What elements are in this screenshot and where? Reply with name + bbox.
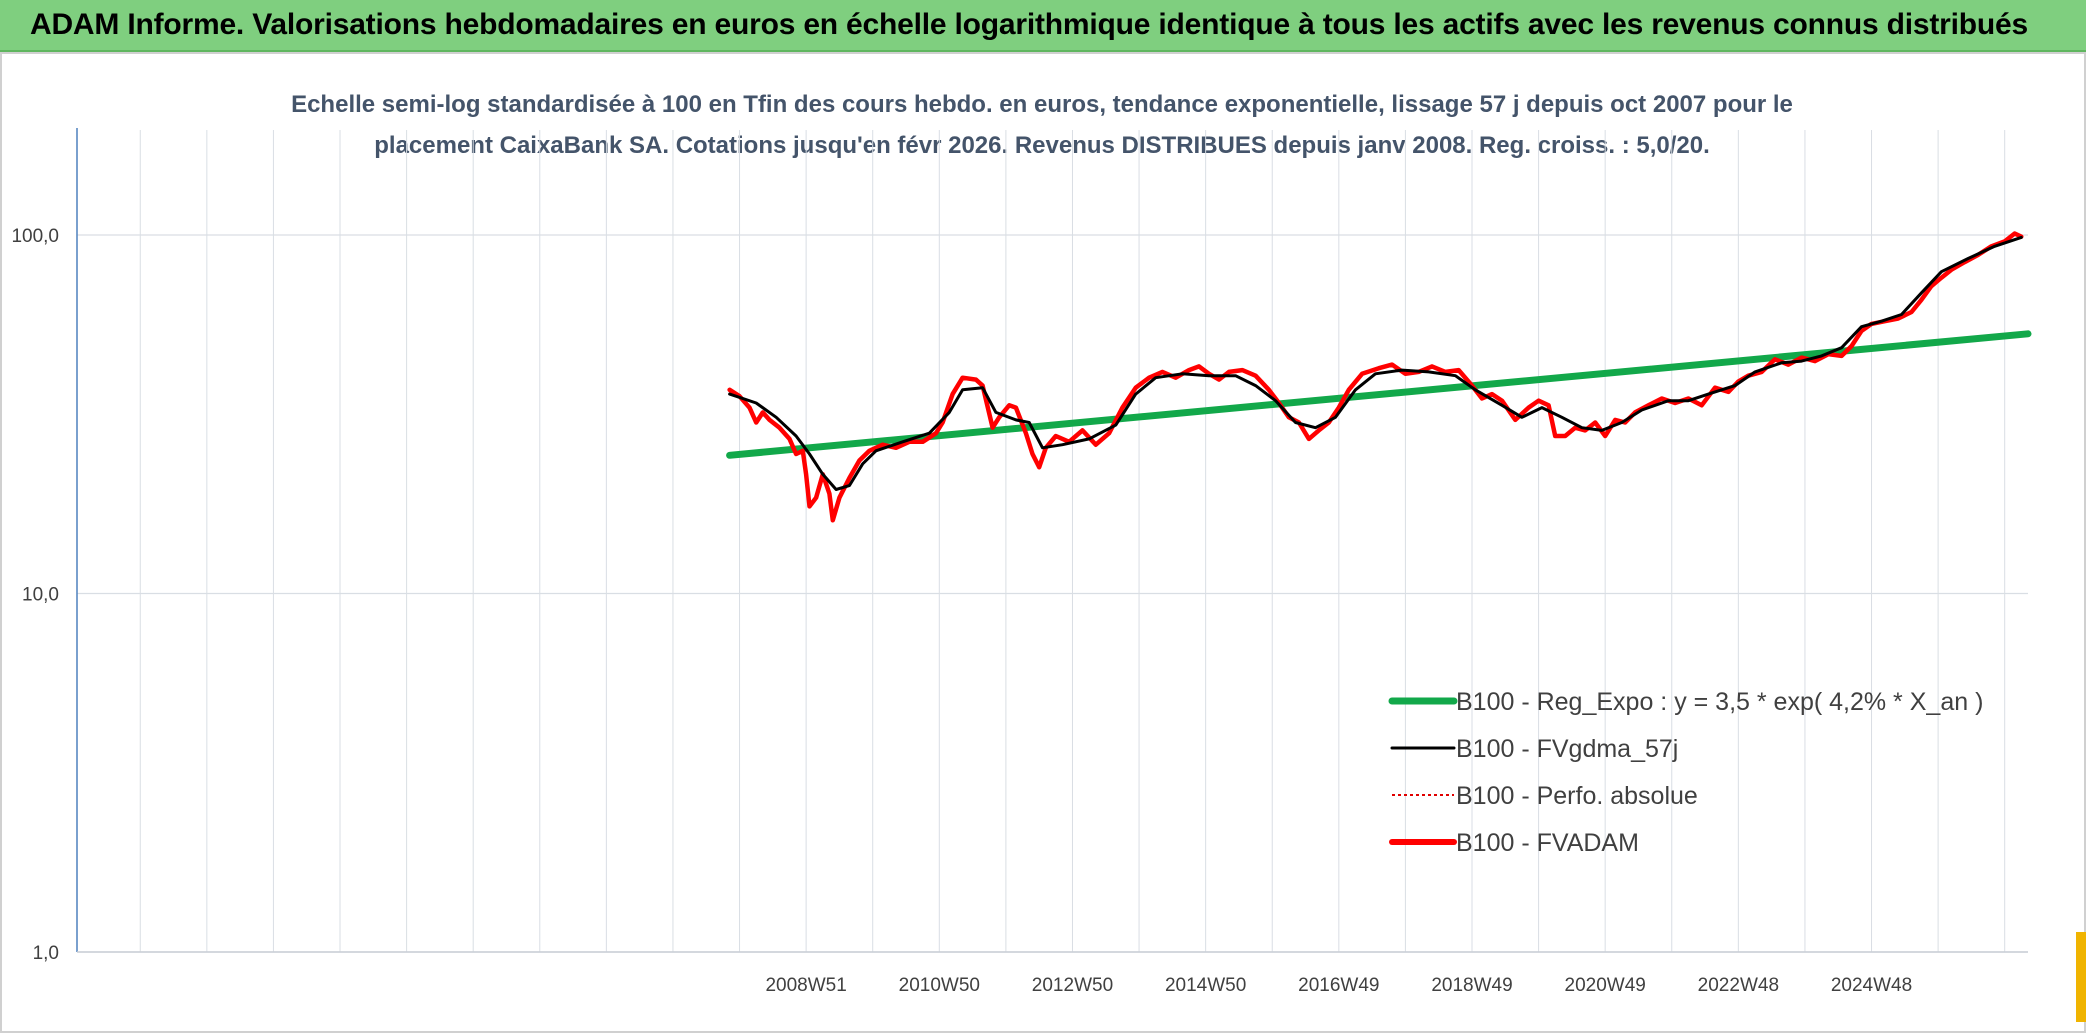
x-tick-label: 2016W49 bbox=[1298, 975, 1379, 996]
x-tick-label: 2010W50 bbox=[899, 975, 980, 996]
y-tick-label: 1,0 bbox=[33, 943, 59, 964]
right-edge-marker bbox=[2076, 932, 2086, 1022]
x-tick-label: 2008W51 bbox=[765, 975, 846, 996]
legend-entry-label: B100 - Reg_Expo : y = 3,5 * exp( 4,2% * … bbox=[1456, 688, 1983, 716]
plot-area bbox=[726, 231, 2032, 523]
chart-subtitle-line-2: placement CaixaBank SA. Cotations jusqu'… bbox=[374, 132, 1710, 159]
x-tick-label: 2014W50 bbox=[1165, 975, 1246, 996]
axes: 100,0 10,0 1,0 2008W51 2010W50 2012W50 2014W50… bbox=[11, 128, 2028, 996]
x-tick-label: 2024W48 bbox=[1831, 975, 1912, 996]
smoothed-line bbox=[728, 235, 2023, 491]
regression-line bbox=[726, 330, 2032, 459]
y-tick-label: 10,0 bbox=[22, 585, 59, 606]
legend: B100 - Reg_Expo : y = 3,5 * exp( 4,2% * … bbox=[1388, 688, 1983, 857]
y-tick-label: 100,0 bbox=[11, 226, 59, 247]
legend-entry-label: B100 - FVgdma_57j bbox=[1456, 735, 1678, 763]
x-tick-label: 2022W48 bbox=[1698, 975, 1779, 996]
x-tick-label: 2018W49 bbox=[1431, 975, 1512, 996]
grid bbox=[77, 130, 2028, 953]
legend-entry-label: B100 - Perfo. absolue bbox=[1456, 782, 1698, 810]
x-tick-label: 2020W49 bbox=[1565, 975, 1646, 996]
fvadam-line bbox=[727, 231, 2024, 523]
page-title: ADAM Informe. Valorisations hebdomadaire… bbox=[30, 8, 2028, 41]
header-bar: ADAM Informe. Valorisations hebdomadaire… bbox=[0, 0, 2086, 52]
chart-subtitle-line-1: Echelle semi-log standardisée à 100 en T… bbox=[291, 91, 1793, 118]
x-tick-label: 2012W50 bbox=[1032, 975, 1113, 996]
legend-entry-label: B100 - FVADAM bbox=[1456, 829, 1639, 857]
